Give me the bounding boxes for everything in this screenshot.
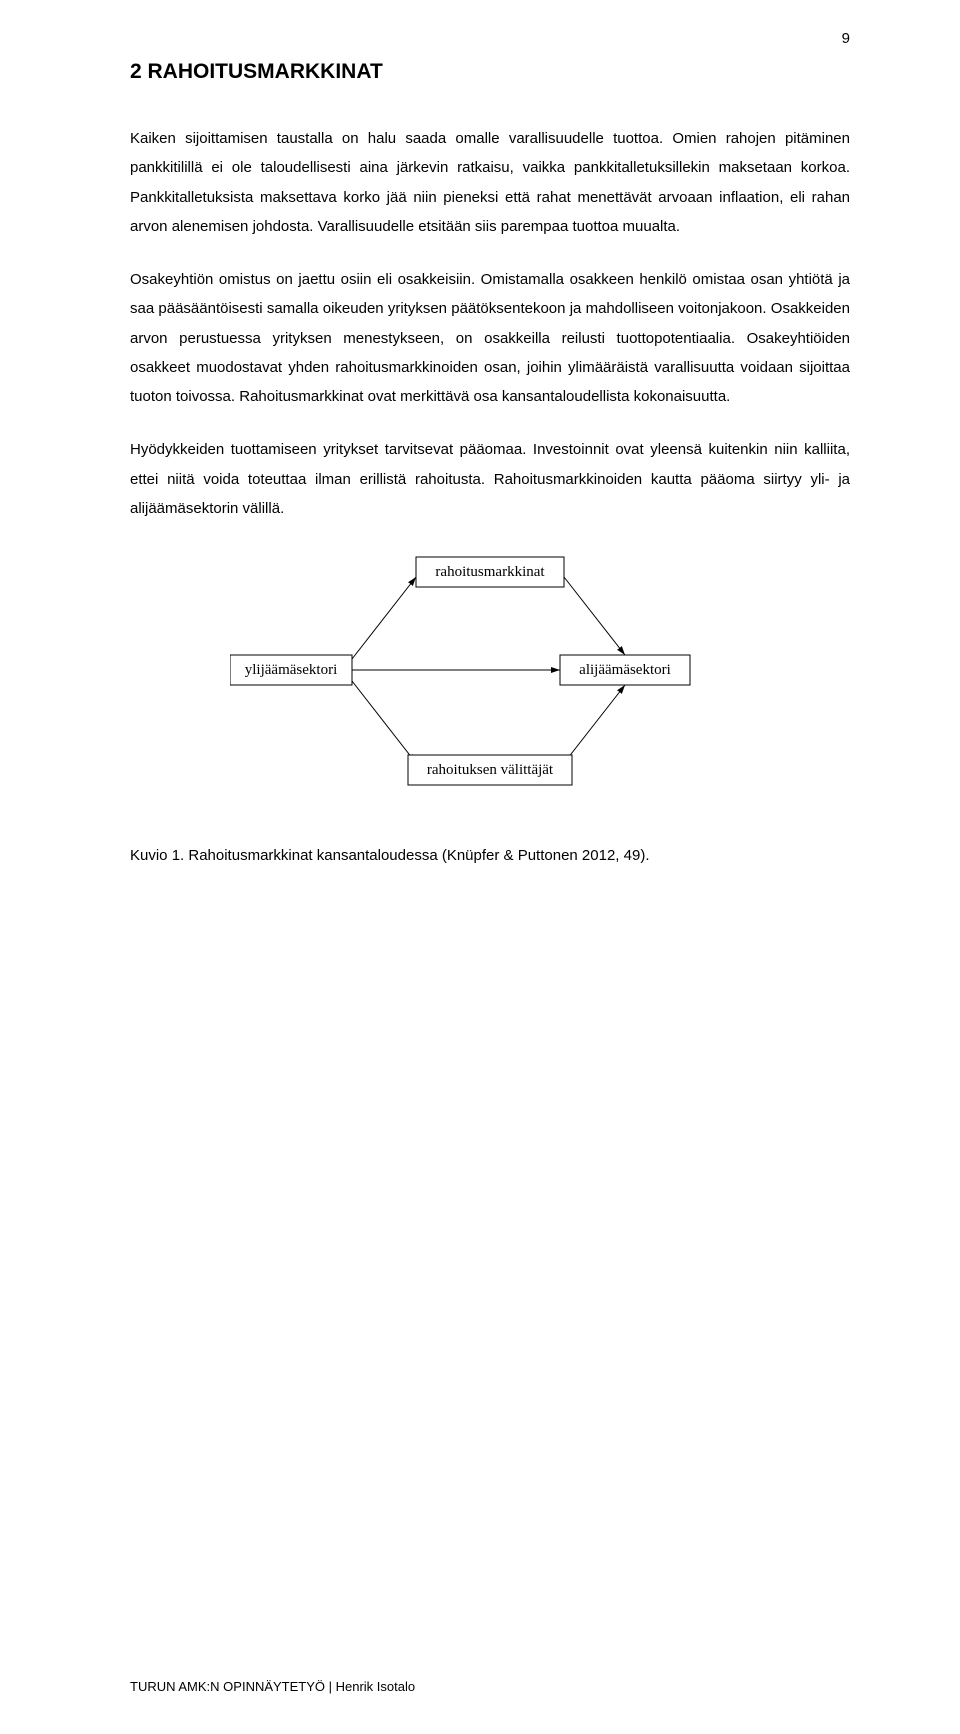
flow-edge: [352, 577, 416, 659]
figure-caption: Kuvio 1. Rahoitusmarkkinat kansantaloude…: [130, 847, 850, 864]
flow-edge: [352, 681, 416, 763]
flow-node-bottom: rahoituksen välittäjät: [408, 755, 572, 785]
paragraph-1: Kaiken sijoittamisen taustalla on halu s…: [130, 124, 850, 241]
flow-node-right: alijäämäsektori: [560, 655, 690, 685]
flowchart-svg: rahoitusmarkkinat ylijäämäsektori alijäämä…: [230, 547, 750, 807]
flow-node-label: alijäämäsektori: [579, 662, 671, 678]
section-heading: 2 RAHOITUSMARKKINAT: [130, 60, 850, 84]
flow-node-label: rahoituksen välittäjät: [427, 762, 554, 778]
flow-edge: [564, 685, 625, 763]
flow-edge: [564, 577, 625, 655]
page-number: 9: [842, 30, 850, 47]
flow-node-label: rahoitusmarkkinat: [435, 564, 545, 580]
flow-node-left: ylijäämäsektori: [230, 655, 352, 685]
page-footer: TURUN AMK:N OPINNÄYTETYÖ | Henrik Isotal…: [130, 1679, 415, 1694]
paragraph-3: Hyödykkeiden tuottamiseen yritykset tarv…: [130, 435, 850, 523]
flow-node-top: rahoitusmarkkinat: [416, 557, 564, 587]
document-page: 9 2 RAHOITUSMARKKINAT Kaiken sijoittamis…: [0, 0, 960, 1734]
flow-node-label: ylijäämäsektori: [245, 662, 337, 678]
paragraph-2: Osakeyhtiön omistus on jaettu osiin eli …: [130, 265, 850, 411]
flowchart-diagram: rahoitusmarkkinat ylijäämäsektori alijäämä…: [230, 547, 750, 807]
